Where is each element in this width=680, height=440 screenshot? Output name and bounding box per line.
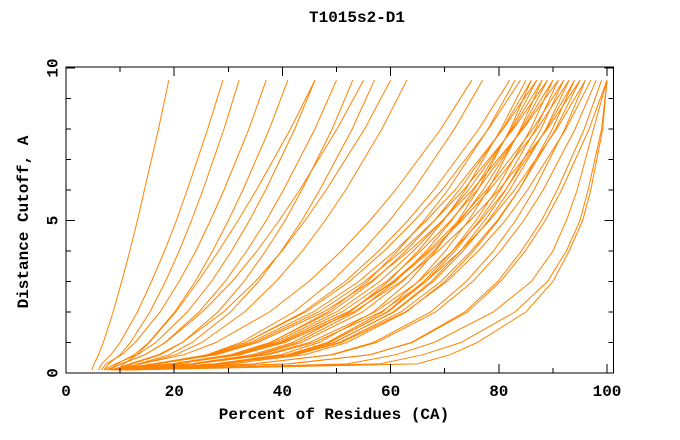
- model-curve: [130, 79, 543, 371]
- model-curve: [124, 80, 608, 371]
- model-curve: [125, 80, 597, 371]
- x-tick-label: 20: [165, 383, 184, 401]
- model-curve: [108, 80, 289, 371]
- chart-title: T1015s2-D1: [308, 9, 406, 27]
- x-tick-label: 100: [593, 383, 622, 401]
- model-curve: [116, 79, 532, 371]
- model-curve: [115, 79, 408, 371]
- model-curve: [120, 79, 592, 371]
- y-tick-label: 10: [45, 58, 63, 77]
- model-curve: [103, 80, 240, 371]
- model-curve: [114, 79, 581, 371]
- model-curve: [127, 80, 608, 371]
- y-axis-title: Distance Cutoff, A: [15, 135, 33, 309]
- model-curve: [127, 79, 565, 371]
- x-axis-title: Percent of Residues (CA): [218, 406, 450, 424]
- model-curve: [118, 79, 375, 371]
- model-curve: [117, 79, 316, 371]
- model-curve: [124, 79, 538, 371]
- model-curve: [133, 80, 608, 371]
- model-curve: [113, 79, 559, 371]
- model-curve: [118, 80, 608, 371]
- model-curve: [91, 80, 170, 371]
- model-curve: [117, 79, 543, 371]
- y-tick-label: 5: [45, 216, 63, 226]
- model-curve: [111, 79, 392, 371]
- x-tick-label: 80: [489, 383, 508, 401]
- model-curve: [121, 80, 603, 371]
- model-curve: [100, 80, 267, 371]
- x-tick-label: 40: [273, 383, 292, 401]
- x-tick-label: 0: [61, 383, 71, 401]
- model-curve: [128, 80, 532, 371]
- model-curve: [109, 79, 473, 371]
- model-curve: [123, 79, 581, 371]
- model-curve: [98, 80, 224, 371]
- model-curve: [103, 80, 316, 371]
- model-curve: [117, 79, 586, 371]
- model-curve: [128, 79, 575, 371]
- x-tick-label: 60: [381, 383, 400, 401]
- y-tick-label: 0: [45, 368, 63, 378]
- model-curve: [109, 79, 365, 371]
- model-curve: [119, 79, 565, 371]
